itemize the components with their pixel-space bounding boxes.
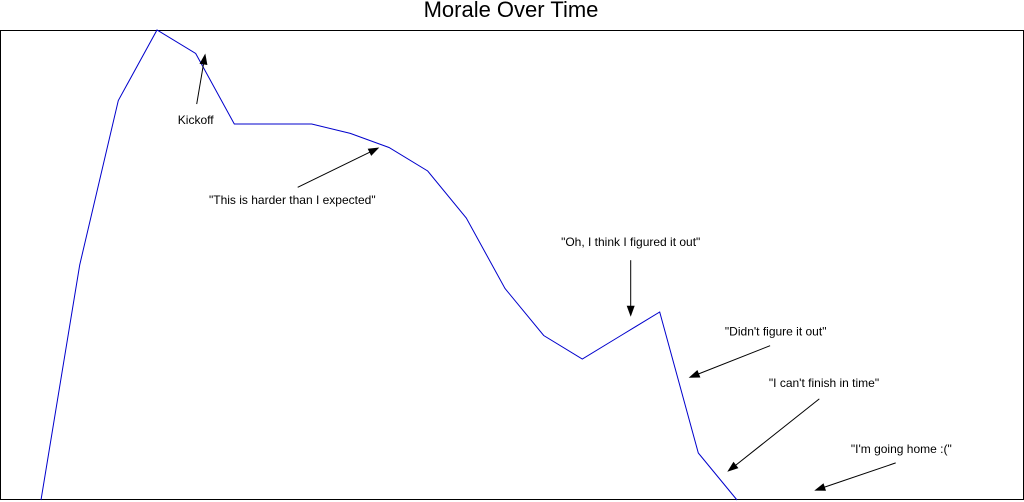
annotation-label: "I can't finish in time" bbox=[769, 376, 879, 390]
series-line-0 bbox=[40, 29, 738, 501]
annotation-arrowhead bbox=[367, 147, 380, 156]
annotation-layer: Kickoff "This is harder than I expected" "… bbox=[178, 53, 952, 491]
chart-title: Morale Over Time bbox=[424, 0, 599, 22]
annotation-arrowhead bbox=[199, 53, 208, 65]
annotation-arrow-line bbox=[734, 398, 820, 466]
annotation-arrow-line bbox=[697, 345, 771, 375]
plot-frame bbox=[0, 30, 1024, 500]
annotation-label: "I'm going home :(" bbox=[851, 442, 952, 456]
annotation-arrowhead bbox=[688, 370, 701, 378]
annotation-label: "Didn't figure it out" bbox=[725, 325, 827, 339]
annotation-label: "Oh, I think I figured it out" bbox=[561, 235, 700, 249]
annotation-arrow-line bbox=[196, 63, 205, 105]
annotation-arrowhead bbox=[814, 483, 826, 491]
annotation-arrow-line bbox=[823, 462, 896, 488]
annotation-label: Kickoff bbox=[178, 113, 214, 127]
annotation-arrow-line bbox=[297, 151, 371, 188]
series-layer bbox=[40, 29, 738, 501]
annotation-arrowhead bbox=[626, 305, 635, 317]
annotation-arrowhead bbox=[727, 461, 739, 472]
annotation-label: "This is harder than I expected" bbox=[209, 193, 376, 207]
